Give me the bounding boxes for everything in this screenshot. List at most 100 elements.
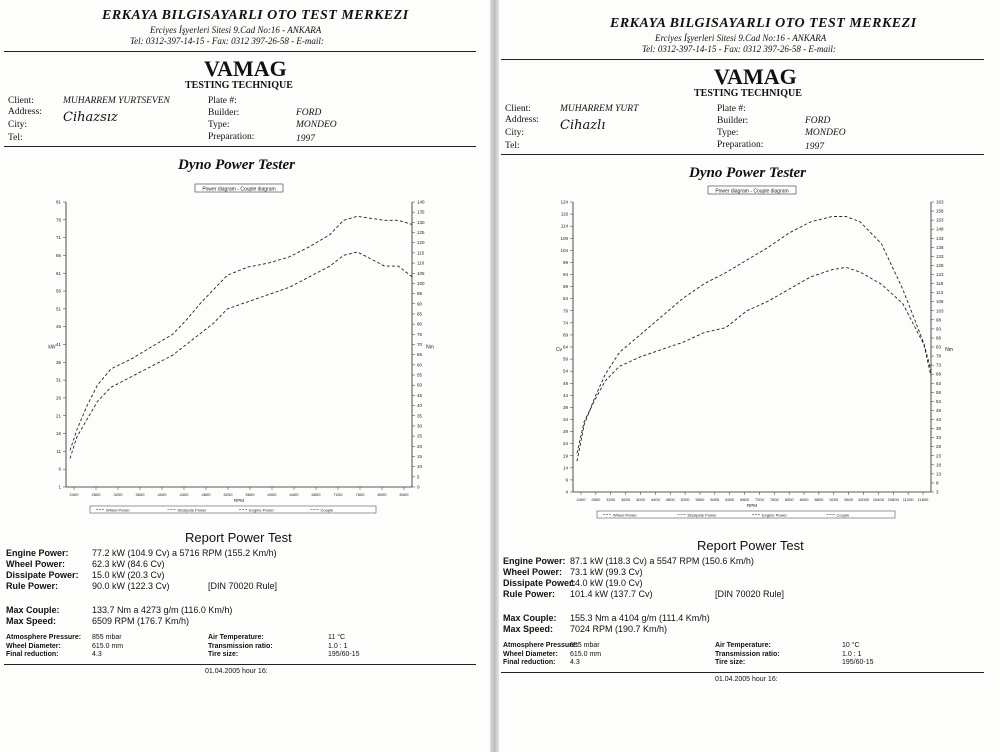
y2-tick-label: 163: [936, 200, 944, 205]
legend-label: Wheel Power: [613, 513, 637, 518]
tire-size-value: 195/60-15: [842, 659, 874, 666]
y-tick-label: 6: [58, 467, 61, 472]
x-tick-label: 9200: [829, 497, 839, 502]
rule-power-label: Rule Power:: [6, 581, 59, 591]
air-temperature-label: Air Temperature:: [715, 642, 771, 649]
y-tick-label: 26: [56, 395, 62, 400]
chart-title: Power diagram - Couple diagram: [715, 189, 788, 195]
chart-title: Power diagram - Couple diagram: [202, 187, 275, 193]
y2-tick-label: 135: [417, 210, 425, 215]
y-tick-label: 104: [560, 248, 568, 253]
legend-label: Dissipate Power: [688, 513, 718, 518]
y-tick-label: 81: [56, 200, 62, 205]
x-tick-label: 5200: [224, 492, 234, 497]
y2-tick-label: 48: [936, 408, 942, 413]
company-name: ERKAYA BILGISAYARLI OTO TEST MERKEZI: [610, 16, 917, 31]
x-tick-label: 4000: [158, 492, 168, 497]
y-tick-label: 74: [563, 320, 569, 325]
y-tick-label: 21: [56, 413, 62, 418]
x-tick-label: 3600: [136, 492, 146, 497]
x-tick-label: 3200: [114, 492, 124, 497]
brand-logo: VAMAG: [714, 64, 797, 89]
max-speed-label: Max Speed:: [6, 616, 57, 626]
client-value: MUHARREM YURT: [560, 104, 639, 114]
y2-tick-label: 125: [417, 230, 425, 235]
legend-label: Couple: [321, 508, 334, 513]
y2-tick-label: 153: [936, 218, 944, 223]
x-axis-label: RPM: [234, 498, 244, 503]
y2-tick-label: 68: [936, 372, 942, 377]
y2-tick-label: 108: [936, 299, 944, 304]
x-tick-label: 6800: [312, 492, 322, 497]
y2-tick-label: 30: [417, 423, 423, 428]
y2-tick-label: 95: [417, 291, 423, 296]
y2-tick-label: 133: [936, 254, 944, 259]
y2-tick-label: 15: [417, 454, 423, 459]
x-tick-label: 5600: [696, 497, 706, 502]
y2-tick-label: 40: [417, 403, 423, 408]
atmosphere-pressure-value: 855 mbar: [570, 642, 600, 649]
y-tick-label: 114: [561, 224, 569, 229]
transmission-ratio-value: 1.0 : 1: [842, 650, 862, 658]
chart-title-box: [707, 185, 797, 195]
y2-tick-label: 25: [417, 434, 423, 439]
y2-tick-label: 73: [936, 363, 942, 368]
page-gutter: [490, 0, 499, 752]
x-tick-label: 2800: [591, 497, 601, 502]
legend-label: Dissipate Power: [178, 508, 208, 513]
y2-tick-label: 63: [936, 381, 942, 386]
y2-tick-label: 3: [936, 490, 939, 495]
x-tick-label: 10800: [888, 497, 900, 502]
y-tick-label: 71: [56, 235, 62, 240]
address-label: Address:: [8, 107, 42, 117]
transmission-ratio-label: Transmission ratio:: [208, 642, 273, 650]
x-tick-label: 5200: [681, 497, 691, 502]
y2-tick-label: 35: [417, 413, 423, 418]
y-tick-label: 59: [563, 357, 569, 362]
report-title: Report Power Test: [697, 538, 804, 553]
legend-box: [89, 505, 377, 514]
x-tick-label: 5600: [246, 492, 256, 497]
y-tick-label: 4: [565, 490, 568, 495]
x-tick-label: 10000: [858, 497, 870, 502]
y2-tick-label: 118: [936, 281, 944, 286]
y2-tick-label: 90: [417, 301, 423, 306]
legend-box: [596, 510, 896, 519]
y2-tick-label: 123: [936, 272, 944, 277]
type-label: Type:: [208, 120, 230, 130]
x-tick-label: 9600: [844, 497, 854, 502]
tire-size-value: 195/60-15: [328, 651, 360, 658]
legend-label: Engine Power: [762, 513, 788, 518]
dyno-title: Dyno Power Tester: [178, 157, 295, 173]
engine-power-curve: [69, 251, 413, 459]
y2-tick-label: 50: [417, 383, 423, 388]
rule-power-label: Rule Power:: [503, 589, 556, 599]
builder-label: Builder:: [208, 108, 240, 118]
y-tick-label: 24: [563, 441, 569, 446]
y-tick-label: 66: [56, 253, 62, 258]
brand-subtitle: TESTING TECHNIQUE: [185, 80, 293, 91]
y-tick-label: 76: [56, 217, 62, 222]
max-couple-label: Max Couple:: [503, 613, 557, 623]
y2-tick-label: 13: [936, 471, 942, 476]
client-label: Client:: [505, 104, 531, 114]
y2-tick-label: 58: [936, 390, 942, 395]
y2-tick-label: 28: [936, 444, 942, 449]
type-value: MONDEO: [296, 120, 337, 130]
y-tick-label: 44: [563, 393, 569, 398]
client-value: MUHARREM YURTSEVEN: [63, 96, 170, 106]
y-tick-label: 1: [58, 485, 61, 490]
y-tick-label: 79: [563, 308, 569, 313]
engine-power-value: 77.2 kW (104.9 Cv) a 5716 RPM (155.2 Km/…: [92, 548, 277, 558]
air-temperature-value: 11 °C: [328, 634, 346, 641]
y-tick-label: 31: [56, 378, 62, 383]
preparation-label: Preparation:: [208, 132, 255, 142]
din-rule: [DIN 70020 Rule]: [208, 581, 278, 591]
company-address: Erciyes İşyerleri Sitesi 9.Cad No:16 - A…: [655, 33, 827, 43]
y2-tick-label: 80: [417, 322, 423, 327]
brand-logo: VAMAG: [204, 56, 287, 81]
y-tick-label: 54: [563, 369, 569, 374]
x-tick-label: 6000: [710, 497, 720, 502]
x-tick-label: 2400: [70, 492, 80, 497]
x-tick-label: 6800: [740, 497, 750, 502]
